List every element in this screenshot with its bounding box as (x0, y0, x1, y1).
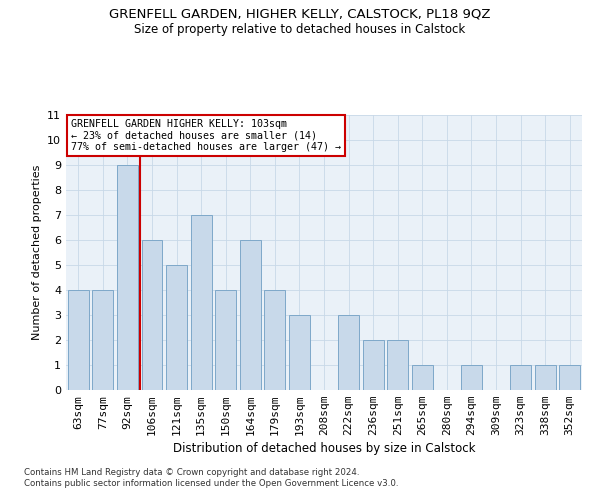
Bar (117, 165, 138, 390)
Bar (362, 340, 383, 390)
Bar (289, 315, 310, 390)
Bar (510, 365, 531, 390)
Text: GRENFELL GARDEN HIGHER KELLY: 103sqm
← 23% of detached houses are smaller (14)
7: GRENFELL GARDEN HIGHER KELLY: 103sqm ← 2… (71, 119, 341, 152)
Bar (559, 365, 580, 390)
Text: Size of property relative to detached houses in Calstock: Size of property relative to detached ho… (134, 22, 466, 36)
X-axis label: Distribution of detached houses by size in Calstock: Distribution of detached houses by size … (173, 442, 475, 456)
Bar (68, 290, 89, 390)
Bar (461, 365, 482, 390)
Text: GRENFELL GARDEN, HIGHER KELLY, CALSTOCK, PL18 9QZ: GRENFELL GARDEN, HIGHER KELLY, CALSTOCK,… (109, 8, 491, 20)
Bar (92, 290, 113, 390)
Bar (338, 315, 359, 390)
Y-axis label: Number of detached properties: Number of detached properties (32, 165, 41, 340)
Bar (166, 265, 187, 390)
Bar (215, 290, 236, 390)
Bar (240, 240, 261, 390)
Text: Contains HM Land Registry data © Crown copyright and database right 2024.
Contai: Contains HM Land Registry data © Crown c… (24, 468, 398, 487)
Bar (265, 290, 286, 390)
Bar (191, 215, 212, 390)
Bar (387, 340, 408, 390)
Bar (412, 365, 433, 390)
Bar (142, 240, 163, 390)
Bar (535, 365, 556, 390)
